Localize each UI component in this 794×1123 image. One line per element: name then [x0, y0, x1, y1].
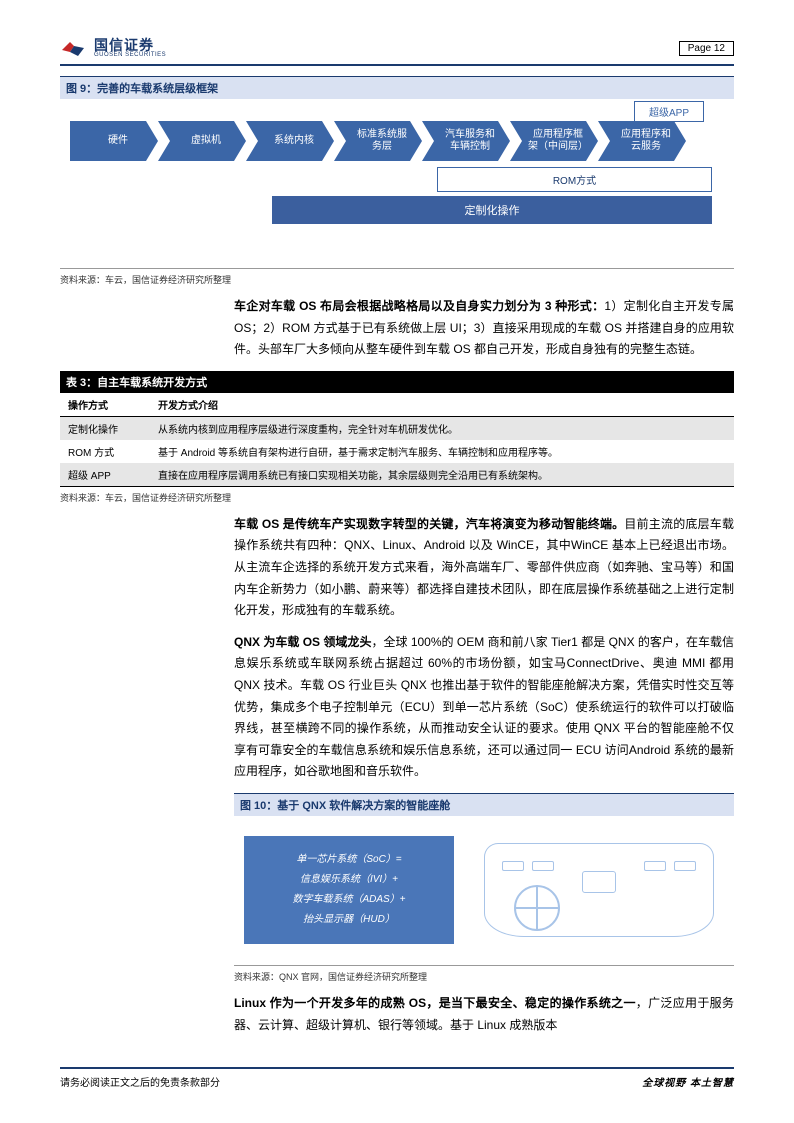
soc-box: 单一芯片系统（SoC）=信息娱乐系统（IVI）+数字车载系统（ADAS）+抬头显… [244, 836, 454, 944]
arrow-step-5: 应用程序框 架（中间层） [510, 121, 598, 161]
custom-bar: 定制化操作 [272, 196, 712, 224]
paragraph-1: 车企对车载 OS 布局会根据战略格局以及自身实力划分为 3 种形式：1）定制化自… [234, 296, 734, 361]
page-number: Page 12 [679, 41, 734, 56]
super-app-box: 超级APP [634, 101, 704, 122]
rom-bar: ROM方式 [437, 167, 712, 192]
footer-slogan: 全球视野 本土智慧 [642, 1074, 734, 1089]
fig9-source: 资料来源：车云，国信证券经济研究所整理 [60, 273, 734, 286]
paragraph-2: 车载 OS 是传统车产实现数字转型的关键，汽车将演变为移动智能终端。目前主流的底… [234, 514, 734, 622]
footer-disclaimer: 请务必阅读正文之后的免责条款部分 [60, 1074, 220, 1089]
arrow-step-1: 虚拟机 [158, 121, 246, 161]
table3-title: 表 3：自主车载系统开发方式 [60, 371, 734, 393]
arrow-step-4: 汽车服务和 车辆控制 [422, 121, 510, 161]
fig9-diagram: 超级APP 硬件虚拟机系统内核标准系统服 务层汽车服务和 车辆控制应用程序框 架… [60, 99, 734, 269]
arrow-step-0: 硬件 [70, 121, 158, 161]
page-header: 国信证券 GUOSEN SECURITIES Page 12 [60, 38, 734, 66]
table3: 操作方式开发方式介绍定制化操作从系统内核到应用程序层级进行深度重构，完全针对车机… [60, 393, 734, 487]
guosen-logo-icon [60, 38, 88, 58]
paragraph-4: Linux 作为一个开发多年的成熟 OS，是当下最安全、稳定的操作系统之一，广泛… [234, 993, 734, 1036]
page-footer: 请务必阅读正文之后的免责条款部分 全球视野 本土智慧 [60, 1067, 734, 1089]
dashboard-illustration [474, 835, 724, 945]
logo-en: GUOSEN SECURITIES [94, 52, 166, 58]
fig10-source: 资料来源：QNX 官网，国信证券经济研究所整理 [234, 970, 734, 983]
fig9-title: 图 9：完善的车载系统层级框架 [60, 76, 734, 99]
fig10-diagram: 单一芯片系统（SoC）=信息娱乐系统（IVI）+数字车载系统（ADAS）+抬头显… [234, 816, 734, 966]
logo: 国信证券 GUOSEN SECURITIES [60, 38, 166, 58]
arrow-step-6: 应用程序和 云服务 [598, 121, 686, 161]
logo-cn: 国信证券 [94, 38, 166, 52]
table3-source: 资料来源：车云，国信证券经济研究所整理 [60, 491, 734, 504]
arrow-step-2: 系统内核 [246, 121, 334, 161]
arrow-step-3: 标准系统服 务层 [334, 121, 422, 161]
paragraph-3: QNX 为车载 OS 领域龙头，全球 100%的 OEM 商和前八家 Tier1… [234, 632, 734, 783]
fig10-title: 图 10：基于 QNX 软件解决方案的智能座舱 [234, 793, 734, 816]
